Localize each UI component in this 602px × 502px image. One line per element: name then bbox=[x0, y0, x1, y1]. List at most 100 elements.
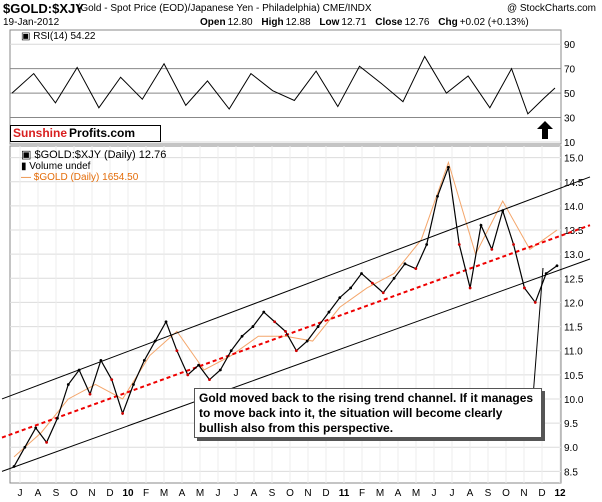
month-tick-label: M bbox=[376, 488, 384, 499]
chart-date: 19-Jan-2012 bbox=[3, 17, 60, 28]
month-tick-label: O bbox=[286, 488, 294, 499]
price-point bbox=[457, 243, 461, 246]
price-point bbox=[251, 325, 255, 328]
month-tick-label: J bbox=[216, 488, 221, 499]
price-point bbox=[273, 320, 277, 324]
price-point bbox=[110, 378, 114, 382]
price-point bbox=[327, 310, 331, 314]
chart-title: $GOLD:$XJY bbox=[3, 1, 84, 16]
price-point bbox=[262, 310, 266, 314]
price-point bbox=[164, 320, 168, 324]
rsi-tick-label: 50 bbox=[564, 89, 576, 100]
month-tick-label: A bbox=[467, 488, 474, 499]
rsi-tick-label: 90 bbox=[564, 40, 576, 51]
price-point bbox=[523, 286, 526, 290]
month-tick-label: M bbox=[160, 488, 168, 499]
price-point bbox=[305, 339, 309, 343]
price-point bbox=[468, 286, 472, 290]
rsi-line bbox=[11, 55, 556, 115]
month-tick-label: A bbox=[251, 488, 258, 499]
chg-label: Chg bbox=[438, 17, 458, 28]
price-point bbox=[370, 281, 374, 285]
price-tick-label: 8.5 bbox=[564, 467, 578, 478]
close-label: Close bbox=[375, 17, 403, 28]
low-label: Low bbox=[319, 17, 340, 28]
price-point bbox=[533, 301, 537, 304]
annotation-box: Gold moved back to the rising trend chan… bbox=[194, 388, 542, 438]
price-point bbox=[479, 223, 483, 227]
brand-logo: Sunshine Profits.com bbox=[10, 125, 161, 142]
price-point bbox=[186, 373, 190, 377]
month-tick-label: J bbox=[450, 488, 455, 499]
price-point bbox=[338, 296, 342, 300]
price-point bbox=[501, 209, 505, 213]
price-tick-label: 13.5 bbox=[564, 226, 584, 237]
month-tick-label: A bbox=[35, 488, 42, 499]
month-tick-label: 11 bbox=[339, 488, 350, 499]
price-tick-label: 12.0 bbox=[564, 298, 584, 309]
price-point bbox=[360, 272, 363, 275]
price-tick-label: 14.0 bbox=[564, 202, 584, 213]
month-tick-label: 10 bbox=[122, 488, 134, 499]
price-point bbox=[240, 334, 244, 338]
month-tick-label: J bbox=[234, 488, 239, 499]
rsi-tick-label: 10 bbox=[564, 138, 576, 149]
price-point bbox=[45, 440, 48, 444]
legend-volume: ▮ Volume undef bbox=[21, 161, 91, 172]
price-tick-label: 13.0 bbox=[564, 250, 584, 261]
month-tick-label: F bbox=[143, 488, 149, 499]
month-tick-label: N bbox=[88, 488, 95, 499]
open-value: 12.80 bbox=[227, 17, 253, 28]
open-label: Open bbox=[200, 17, 226, 28]
high-value: 12.88 bbox=[285, 17, 311, 28]
legend-gold-text: $GOLD (Daily) 1654.50 bbox=[33, 172, 139, 183]
channel-lower-line bbox=[1, 258, 591, 472]
month-tick-label: N bbox=[304, 488, 311, 499]
low-value: 12.71 bbox=[341, 17, 367, 28]
price-point bbox=[77, 368, 81, 372]
price-point bbox=[142, 358, 146, 362]
price-point bbox=[425, 243, 429, 246]
price-point bbox=[349, 286, 353, 290]
month-tick-label: D bbox=[106, 488, 113, 499]
month-tick-label: M bbox=[412, 488, 420, 499]
rsi-label-text: RSI(14) 54.22 bbox=[33, 31, 96, 42]
price-tick-label: 10.0 bbox=[564, 395, 584, 406]
up-arrow-icon bbox=[537, 121, 553, 139]
legend-volume-text: Volume undef bbox=[29, 161, 91, 172]
legend-price: ▣ $GOLD:$XJY (Daily) 12.76 bbox=[21, 149, 167, 161]
price-point bbox=[175, 349, 179, 353]
month-tick-label: O bbox=[502, 488, 510, 499]
price-point bbox=[294, 349, 298, 353]
annotation-pointer bbox=[531, 267, 544, 411]
month-tick-label: A bbox=[395, 488, 402, 499]
month-tick-label: D bbox=[322, 488, 329, 499]
price-point bbox=[392, 276, 396, 280]
price-point bbox=[218, 368, 222, 372]
copyright-text: @ StockCharts.com bbox=[506, 3, 596, 14]
month-tick-label: J bbox=[18, 488, 23, 499]
price-point bbox=[23, 445, 27, 449]
month-tick-label: O bbox=[70, 488, 78, 499]
chg-value: +0.02 (+0.13%) bbox=[459, 17, 529, 28]
rsi-tick-label: 70 bbox=[564, 65, 576, 76]
month-tick-label: N bbox=[520, 488, 527, 499]
price-point bbox=[197, 363, 201, 367]
price-point bbox=[436, 194, 439, 198]
price-point bbox=[99, 358, 103, 362]
month-tick-label: J bbox=[432, 488, 437, 499]
price-point bbox=[34, 426, 38, 430]
price-tick-label: 11.0 bbox=[564, 347, 583, 358]
price-point bbox=[490, 247, 494, 251]
price-point bbox=[381, 291, 385, 295]
price-point bbox=[512, 243, 515, 246]
price-point bbox=[316, 325, 320, 328]
chart-subtitle: (Gold - Spot Price (EOD)/Japanese Yen - … bbox=[77, 3, 372, 14]
price-tick-label: 10.5 bbox=[564, 371, 584, 382]
price-panel: 8.5 9.0 9.5 10.0 10.5 11.0 11.5 12.0 12.5 13.0 13.… bbox=[1, 145, 591, 499]
month-tick-label: M bbox=[196, 488, 204, 499]
legend-price-text: $GOLD:$XJY (Daily) 12.76 bbox=[34, 149, 167, 161]
month-tick-label: S bbox=[485, 488, 492, 499]
price-point bbox=[88, 392, 92, 396]
channel-midline bbox=[1, 224, 591, 439]
